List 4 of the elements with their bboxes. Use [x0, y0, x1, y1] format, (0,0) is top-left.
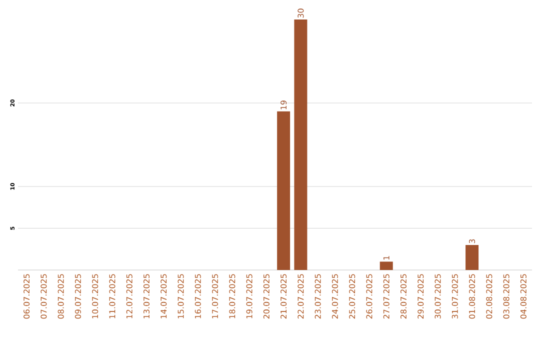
bar [466, 244, 479, 270]
bar [380, 262, 393, 270]
bar [294, 20, 308, 270]
bar [277, 111, 290, 270]
